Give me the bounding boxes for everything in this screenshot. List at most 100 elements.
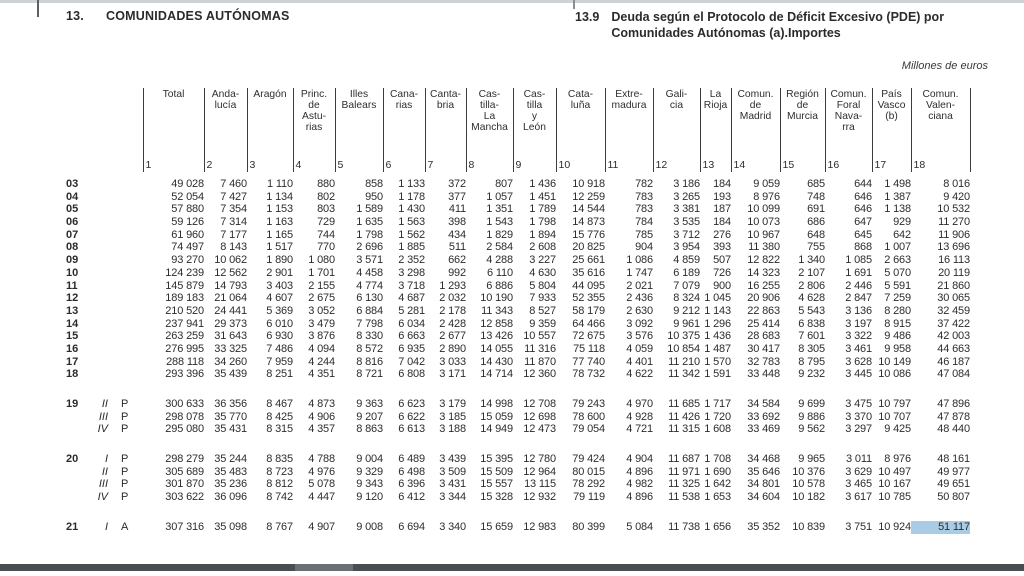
table-cell: 9 562 [798, 423, 825, 436]
table-cell: 11 342 [668, 368, 700, 381]
row-quarter: I [104, 520, 108, 533]
table-cell: 29 373 [214, 317, 247, 330]
table-cell: 14 998 [480, 398, 513, 410]
table-cell: 35 431 [214, 423, 247, 436]
table-cell: 1 653 [704, 491, 731, 504]
table-cell: 3 403 [266, 279, 293, 292]
table-cell: 37 422 [937, 317, 970, 330]
row-year: 05 [66, 203, 79, 216]
scrollbar-thumb[interactable] [295, 564, 353, 571]
table-row: 20 I P 298 279 35 244 8 835 4 788 9 004 6 489 3 4… [66, 453, 970, 466]
row-status-flag [121, 318, 135, 331]
row-quarter [88, 241, 108, 254]
row-status-flag [121, 216, 135, 229]
table-cell: 2 663 [884, 254, 911, 267]
table-cell: 305 689 [165, 465, 204, 478]
row-quarter [88, 330, 108, 343]
table-cell: 8 723 [266, 465, 293, 478]
row-label: 08 [66, 241, 143, 254]
row-label: 03 [66, 178, 143, 191]
table-cell: 50 807 [937, 491, 970, 504]
table-cell: 34 468 [747, 453, 780, 466]
table-cell: 1 134 [266, 190, 293, 203]
row-status-flag: A [121, 520, 129, 533]
row-quarter [88, 356, 108, 369]
table-cell: 193 [713, 190, 731, 203]
table-cell: 1 517 [266, 241, 293, 254]
table-cell: 75 118 [573, 342, 605, 355]
table-cell: 10 797 [878, 398, 911, 410]
table-cell: 7 042 [398, 355, 425, 368]
row-quarter: II [101, 465, 108, 478]
table-cell: 16 113 [938, 254, 970, 267]
row-year: 17 [66, 355, 79, 368]
table-cell: 74 497 [171, 241, 204, 254]
table-cell: 11 380 [748, 241, 780, 254]
table-cell: 79 054 [572, 423, 605, 436]
table-cell: 785 [635, 228, 653, 241]
table-cell: 14 323 [747, 266, 780, 279]
table-cell: 1 165 [266, 228, 293, 241]
table-cell: 7 460 [220, 178, 247, 190]
table-cell: 24 441 [214, 304, 247, 317]
table-cell: 35 616 [572, 266, 605, 279]
table-cell: 4 607 [266, 292, 293, 305]
table-number: 13.9 [575, 10, 600, 24]
table-cell: 1 543 [486, 216, 513, 229]
table-cell: 8 467 [266, 398, 293, 410]
table-cell: 645 [854, 228, 872, 241]
table-cell: 10 375 [667, 330, 700, 343]
row-quarter [88, 280, 108, 293]
table-cell: 14 949 [480, 423, 513, 436]
table-cell: 6 189 [673, 266, 700, 279]
table-row: 17 288 118 34 260 7 959 4 244 8 816 7 042 3 033… [66, 356, 970, 369]
table-cell: 1 085 [845, 254, 872, 267]
table-cell: 11 426 [668, 410, 700, 423]
table-cell: 1 690 [704, 465, 731, 478]
table-cell: 6 396 [398, 478, 425, 491]
table-cell: 1 133 [398, 178, 425, 190]
table-cell: 8 863 [356, 423, 383, 436]
table-cell: 9 120 [356, 491, 383, 504]
table-cell: 15 059 [480, 410, 513, 423]
table-cell: 4 904 [626, 453, 653, 466]
table-cell: 802 [317, 190, 335, 203]
table-cell: 7 314 [220, 216, 247, 229]
table-cell: 72 675 [572, 330, 605, 343]
table-cell: 1 608 [704, 423, 731, 436]
table-row: 18 293 396 35 439 8 251 4 351 8 721 6 808 3 171… [66, 368, 970, 381]
table-cell: 46 187 [937, 355, 970, 368]
table-cell: 124 239 [165, 266, 204, 279]
column-header-4: Princ. de Astu-rias 4 [292, 88, 335, 172]
row-year: 03 [66, 178, 79, 190]
table-cell: 189 183 [165, 292, 204, 305]
table-row: 14 237 941 29 373 6 010 3 479 7 798 6 034 2 428… [66, 318, 970, 331]
table-cell: 803 [317, 203, 335, 216]
column-header-label: Cana-rias [389, 89, 419, 111]
column-number: 14 [733, 159, 746, 171]
table-cell: 276 995 [165, 342, 204, 355]
column-header-label: Aragón [253, 89, 287, 100]
column-header-label: Princ. de Astu-rias [300, 89, 328, 133]
table-cell: 32 459 [937, 304, 970, 317]
table-cell: 4 288 [486, 254, 513, 267]
table-cell: 32 783 [747, 355, 780, 368]
table-cell: 929 [893, 216, 911, 229]
table-cell: 1 701 [308, 266, 335, 279]
debt-table-head: Total 1 Anda-lucía 2 Aragón 3 Princ. de Astu-ria… [66, 88, 971, 172]
row-label: 09 [66, 254, 143, 267]
table-cell: 307 316 [165, 520, 204, 533]
table-cell: 10 062 [214, 254, 247, 267]
table-cell: 9 886 [798, 410, 825, 423]
table-cell: 1 894 [529, 228, 556, 241]
row-label: 10 [66, 267, 143, 280]
table-cell: 511 [448, 241, 466, 254]
table-row: 11 145 879 14 793 3 403 2 155 4 774 3 718 1 293… [66, 280, 970, 293]
table-cell: 184 [713, 178, 731, 190]
horizontal-scrollbar[interactable] [0, 564, 1024, 571]
table-cell: 10 182 [792, 491, 825, 504]
table-cell: 10 376 [792, 465, 825, 478]
table-cell: 52 355 [572, 292, 605, 305]
table-cell: 4 630 [529, 266, 556, 279]
